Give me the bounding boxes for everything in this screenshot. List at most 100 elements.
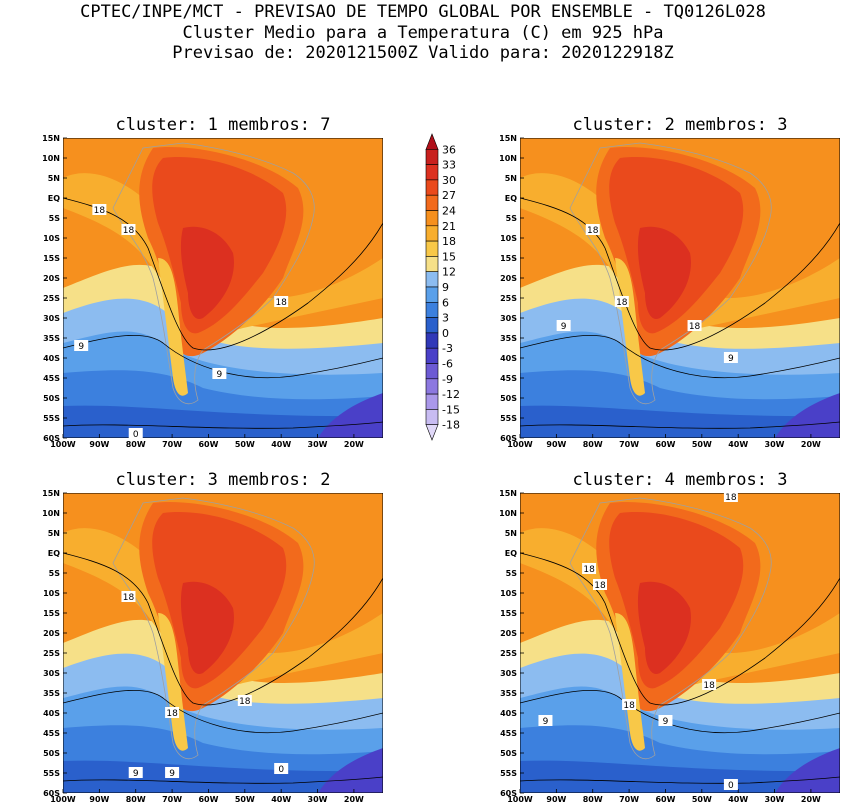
lat-tick-label: 10N (42, 509, 60, 518)
svg-text:18: 18 (123, 593, 135, 603)
lon-tick-label: 40W (271, 795, 291, 803)
svg-text:18: 18 (587, 226, 599, 236)
figure-title: CPTEC/INPE/MCT - PREVISAO DE TEMPO GLOBA… (80, 2, 766, 22)
svg-text:9: 9 (133, 769, 139, 779)
colorbar-label: -15 (442, 403, 460, 416)
lat-tick-label: 60S (500, 434, 517, 443)
temperature-field (520, 138, 840, 438)
lat-tick-label: 30S (500, 669, 517, 678)
lat-tick-label: 50S (43, 749, 60, 758)
figure-subtitle: Cluster Medio para a Temperatura (C) em … (182, 23, 663, 43)
svg-text:9: 9 (169, 769, 175, 779)
svg-text:9: 9 (663, 717, 669, 727)
svg-text:18: 18 (166, 709, 178, 719)
panel-title: cluster: 2 membros: 3 (573, 115, 788, 135)
lat-tick-label: 55S (500, 769, 517, 778)
lon-tick-label: 50W (692, 440, 712, 449)
colorbar-swatch (425, 271, 439, 288)
panel-title: cluster: 4 membros: 3 (573, 470, 788, 490)
lat-tick-label: 10S (43, 589, 60, 598)
contour-label: 9 (74, 340, 89, 352)
contour-label: 9 (538, 715, 553, 727)
lat-tick-label: 25S (43, 294, 60, 303)
svg-text:18: 18 (594, 581, 606, 591)
contour-label: 18 (92, 204, 107, 216)
svg-text:9: 9 (561, 322, 567, 332)
lon-tick-label: 80W (126, 440, 146, 449)
contour-label: 9 (723, 352, 738, 364)
lat-tick-label: 15S (500, 609, 517, 618)
colorbar-swatch (425, 286, 439, 303)
colorbar-label: 36 (442, 143, 456, 156)
lon-tick-label: 40W (728, 440, 748, 449)
colorbar-swatch (425, 149, 439, 165)
contour-label: 0 (723, 779, 738, 791)
colorbar-label: 12 (442, 266, 456, 279)
lat-tick-label: 55S (500, 414, 517, 423)
lat-tick-label: 5S (506, 569, 518, 578)
colorbar-label: 24 (442, 205, 456, 218)
colorbar-swatch (425, 210, 439, 227)
lat-tick-label: 30S (500, 314, 517, 323)
colorbar-swatch (425, 317, 439, 334)
contour-label: 9 (128, 767, 143, 779)
colorbar-swatch (425, 347, 439, 364)
svg-text:18: 18 (703, 681, 715, 691)
svg-text:18: 18 (123, 226, 135, 236)
colorbar-label: 0 (442, 327, 449, 340)
lon-tick-label: 50W (235, 440, 255, 449)
colorbar-swatch (425, 378, 439, 395)
colorbar-label: -9 (442, 373, 453, 386)
lon-tick-label: 90W (89, 795, 109, 803)
lat-tick-label: 15N (499, 489, 517, 498)
lon-tick-label: 20W (801, 795, 821, 803)
lat-tick-label: 45S (43, 729, 60, 738)
colorbar-swatch (425, 332, 439, 349)
contour-label: 18 (593, 579, 607, 591)
lat-tick-label: 60S (43, 789, 60, 798)
lat-tick-label: 45S (500, 729, 517, 738)
svg-text:18: 18 (689, 322, 701, 332)
colorbar-swatch (425, 393, 439, 410)
contour-label: 0 (128, 428, 143, 440)
lat-tick-label: 15N (42, 134, 60, 143)
contour-label: 18 (582, 563, 597, 575)
lat-tick-label: 20S (500, 274, 517, 283)
lon-tick-label: 40W (728, 795, 748, 803)
svg-text:18: 18 (725, 493, 737, 503)
contour-label: 18 (723, 491, 738, 503)
lat-tick-label: 5S (49, 569, 61, 578)
svg-text:18: 18 (94, 206, 106, 216)
contour-label: 18 (121, 224, 136, 236)
lat-tick-label: 55S (43, 414, 60, 423)
contour-label: 18 (622, 699, 637, 711)
colorbar-label: 21 (442, 220, 456, 233)
lon-tick-label: 30W (308, 795, 328, 803)
lon-tick-label: 70W (162, 795, 182, 803)
lat-tick-label: 40S (43, 709, 60, 718)
contour-label: 0 (274, 763, 289, 775)
svg-text:9: 9 (216, 370, 222, 380)
forecast-dates: Previsao de: 2020121500Z Valido para: 20… (172, 43, 674, 63)
colorbar-label: 9 (442, 281, 449, 294)
contour-label: 18 (687, 320, 702, 332)
lat-tick-label: 35S (500, 334, 517, 343)
colorbar-swatch (425, 409, 439, 425)
colorbar-label: -3 (442, 342, 453, 355)
lon-tick-label: 80W (583, 440, 603, 449)
lat-tick-label: EQ (505, 549, 517, 558)
map-panel-3: cluster: 3 membros: 2 15N 10N 5N EQ 5S 10S 15S 2… (42, 470, 383, 803)
svg-text:0: 0 (278, 765, 284, 775)
lat-tick-label: EQ (48, 194, 60, 203)
lon-tick-label: 30W (765, 795, 785, 803)
lat-tick-label: 10N (499, 154, 517, 163)
lat-tick-label: 15S (43, 254, 60, 263)
colorbar-swatch (425, 164, 439, 181)
lat-tick-label: 40S (500, 709, 517, 718)
colorbar-swatch (425, 424, 439, 441)
lat-tick-label: 35S (43, 334, 60, 343)
svg-text:18: 18 (623, 701, 635, 711)
panel-title: cluster: 1 membros: 7 (116, 115, 331, 135)
lon-tick-label: 60W (655, 795, 675, 803)
